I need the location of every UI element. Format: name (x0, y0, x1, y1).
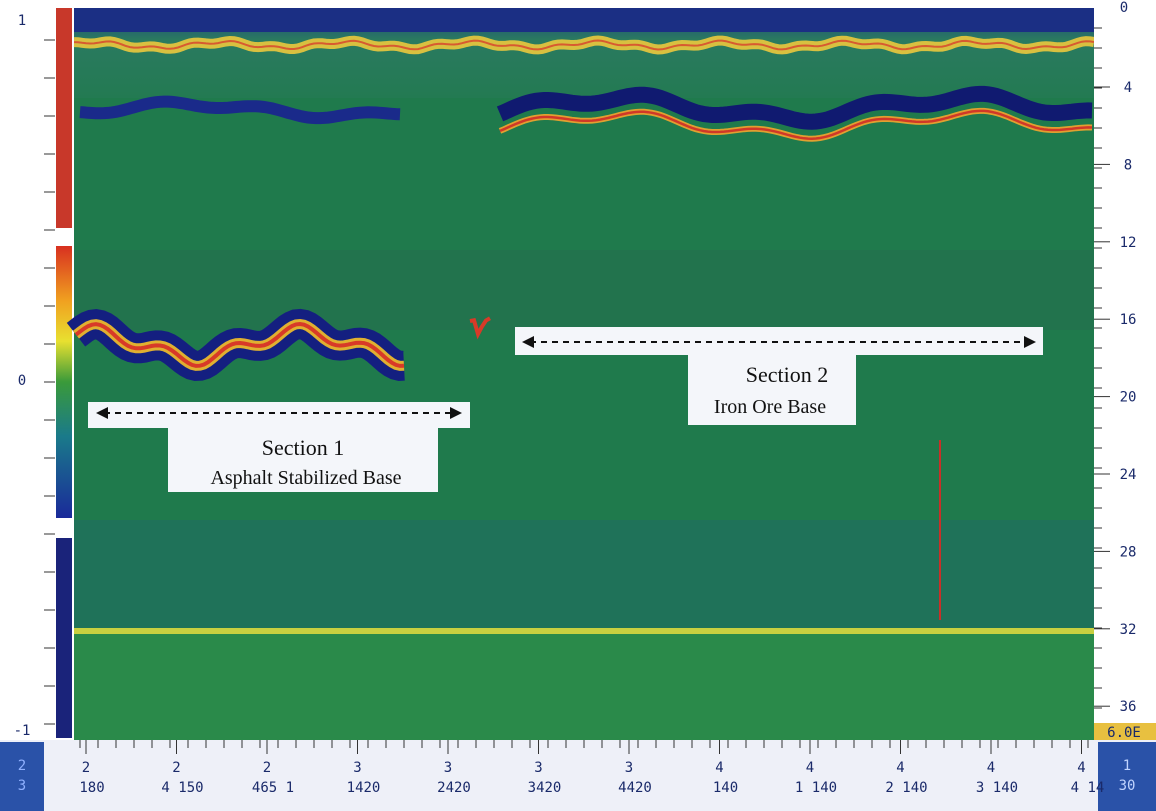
depth-label: 8 (1124, 157, 1132, 173)
distance-major: 2 (263, 760, 271, 776)
depth-label: 4 (1124, 80, 1132, 96)
section-strip (515, 327, 1043, 355)
reflection (499, 109, 1093, 140)
distance-major: 3 (444, 760, 452, 776)
distance-major: 4 (715, 760, 723, 776)
distance-minor: 4420 (618, 780, 652, 796)
distance-major: 4 (806, 760, 814, 776)
surface-reflection (74, 8, 1094, 32)
distance-minor: 3 140 (976, 780, 1018, 796)
depth-label: 20 (1120, 390, 1137, 406)
distance-major: 2 (172, 760, 180, 776)
reflection (469, 316, 491, 340)
distance-major: 3 (625, 760, 633, 776)
distance-major: 4 (987, 760, 995, 776)
distance-minor: 2 140 (885, 780, 927, 796)
left-label: 0 (18, 373, 26, 389)
reflection (74, 321, 405, 368)
deep-reflector (74, 628, 1094, 634)
corner-right (1098, 742, 1156, 811)
distance-major: 4 (1077, 760, 1085, 776)
reflection (79, 95, 401, 125)
left-label: -1 (14, 723, 31, 739)
depth-label: 28 (1120, 544, 1137, 560)
section-title: Section 1 (262, 435, 345, 460)
bottom-zone (74, 634, 1094, 740)
depth-label: 12 (1120, 235, 1137, 251)
section-box (688, 353, 856, 425)
corner-left-bottom: 3 (18, 778, 26, 794)
arrow-head (522, 336, 534, 348)
distance-minor: 140 (713, 780, 738, 796)
depth-label: 16 (1120, 312, 1137, 328)
corner-right-top: 1 (1123, 758, 1131, 774)
distance-major: 3 (534, 760, 542, 776)
distance-minor: 1 140 (795, 780, 837, 796)
depth-label: 24 (1120, 467, 1137, 483)
distance-minor: 4 14 (1071, 780, 1105, 796)
colorbar-navy (56, 538, 72, 738)
arrow-head (96, 407, 108, 419)
left-ruler (0, 0, 56, 740)
left-label: 1 (18, 13, 26, 29)
section-title: Section 2 (746, 362, 829, 387)
section-strip (88, 402, 470, 428)
distance-minor: 4 150 (161, 780, 203, 796)
distance-minor: 1420 (347, 780, 381, 796)
distance-major: 4 (896, 760, 904, 776)
right-ruler (1094, 0, 1156, 740)
readout-box (1094, 723, 1156, 741)
distance-major: 2 (82, 760, 90, 776)
section-box (168, 426, 438, 492)
reflection (496, 85, 1093, 130)
reflection (73, 39, 1095, 51)
section-subtitle: Iron Ore Base (714, 396, 826, 418)
colorbar-scale (56, 246, 72, 518)
corner-left (0, 742, 44, 811)
corner-left-top: 2 (18, 758, 26, 774)
arrow-head (450, 407, 462, 419)
depth-top-label: 0 (1120, 0, 1128, 16)
depth-label: 32 (1120, 622, 1137, 638)
bottom-ruler (0, 740, 1156, 811)
distance-minor: 180 (79, 780, 104, 796)
distance-major: 3 (353, 760, 361, 776)
readout: 6.0E (1107, 725, 1141, 741)
distance-minor: 2420 (437, 780, 471, 796)
distance-minor: 465 1 (252, 780, 294, 796)
mid-band (74, 250, 1094, 330)
deep-band (74, 520, 1094, 630)
depth-label: 36 (1120, 699, 1137, 715)
section-subtitle: Asphalt Stabilized Base (210, 467, 401, 489)
colorbar-red (56, 8, 72, 228)
corner-right-bottom: 30 (1119, 778, 1136, 794)
distance-minor: 3420 (528, 780, 562, 796)
arrow-head (1024, 336, 1036, 348)
